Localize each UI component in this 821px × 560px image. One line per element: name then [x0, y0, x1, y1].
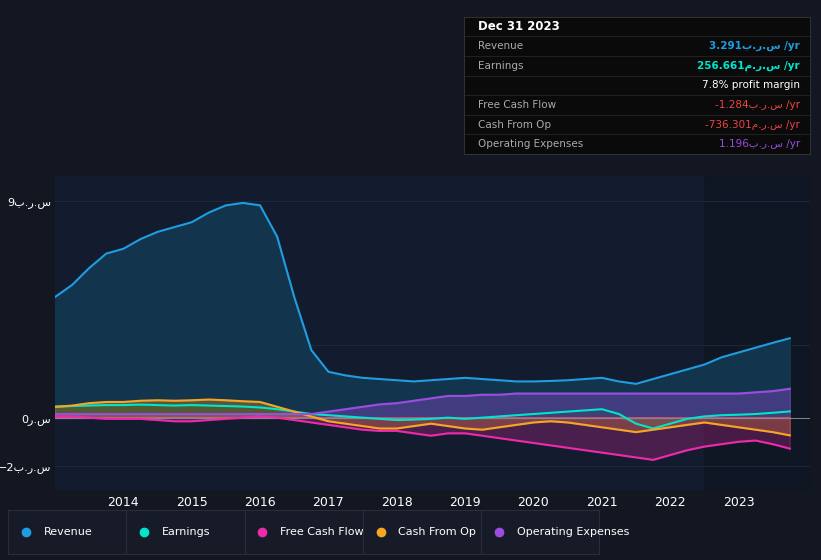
Text: Revenue: Revenue: [478, 41, 523, 51]
Text: Earnings: Earnings: [478, 61, 523, 71]
Text: 7.8% profit margin: 7.8% profit margin: [702, 81, 800, 90]
Text: Free Cash Flow: Free Cash Flow: [280, 527, 364, 537]
Text: 1.196ب.ر.س /yr: 1.196ب.ر.س /yr: [718, 139, 800, 149]
Text: Cash From Op: Cash From Op: [398, 527, 476, 537]
Text: Operating Expenses: Operating Expenses: [516, 527, 629, 537]
Text: Dec 31 2023: Dec 31 2023: [478, 20, 559, 33]
Text: -1.284ب.ر.س /yr: -1.284ب.ر.س /yr: [715, 100, 800, 110]
Text: Earnings: Earnings: [162, 527, 210, 537]
Text: Operating Expenses: Operating Expenses: [478, 139, 583, 149]
Text: Revenue: Revenue: [44, 527, 93, 537]
Bar: [704, 176, 810, 490]
Text: Cash From Op: Cash From Op: [478, 120, 551, 129]
Text: Free Cash Flow: Free Cash Flow: [478, 100, 556, 110]
Text: -736.301م.ر.س /yr: -736.301م.ر.س /yr: [705, 120, 800, 129]
Text: 3.291ب.ر.س /yr: 3.291ب.ر.س /yr: [709, 41, 800, 52]
Text: 256.661م.ر.س /yr: 256.661م.ر.س /yr: [697, 60, 800, 71]
